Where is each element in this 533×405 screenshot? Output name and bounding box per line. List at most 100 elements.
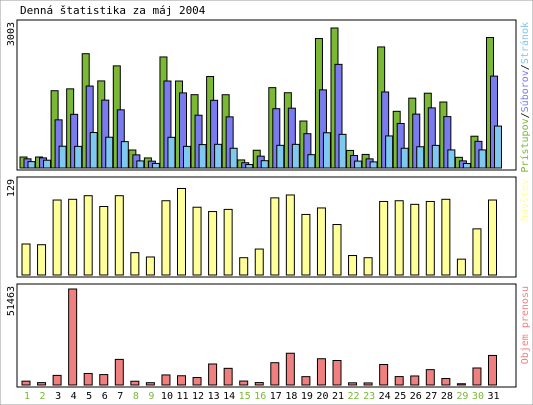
legend-part-1: / <box>520 112 531 118</box>
day-label-19: 19 <box>301 391 313 402</box>
bar-stránok-day-18 <box>291 143 300 169</box>
day-label-23: 23 <box>363 391 375 402</box>
day-label-14: 14 <box>223 391 235 402</box>
day-label-12: 12 <box>192 391 204 402</box>
bar-stránok-day-12 <box>198 144 207 169</box>
bar-visits-day-11 <box>177 187 186 276</box>
day-label-28: 28 <box>441 391 453 402</box>
bar-kbytes-day-27 <box>425 369 435 386</box>
day-label-9: 9 <box>148 391 154 402</box>
day-label-22: 22 <box>348 391 360 402</box>
bar-visits-day-22 <box>348 255 358 276</box>
bar-stránok-day-15 <box>245 164 254 169</box>
bar-kbytes-day-12 <box>192 377 202 386</box>
bar-visits-day-21 <box>332 224 342 276</box>
legend-part-2: Súborov <box>519 70 531 112</box>
bar-visits-day-27 <box>425 200 435 276</box>
day-label-29: 29 <box>456 391 468 402</box>
bar-kbytes-day-9 <box>145 382 155 386</box>
bar-visits-day-7 <box>114 195 124 276</box>
bar-kbytes-day-6 <box>99 374 109 386</box>
bar-stránok-day-1 <box>27 161 36 169</box>
panel-frame-2 <box>16 176 517 278</box>
bar-stránok-day-8 <box>136 160 145 169</box>
panel-frame-1 <box>16 19 517 171</box>
bar-visits-day-28 <box>441 198 451 276</box>
bar-visits-day-18 <box>285 194 295 276</box>
day-label-1: 1 <box>24 391 30 402</box>
day-label-8: 8 <box>133 391 139 402</box>
bar-visits-day-29 <box>456 258 466 276</box>
bar-kbytes-day-24 <box>379 364 389 386</box>
day-label-25: 25 <box>394 391 406 402</box>
day-label-20: 20 <box>316 391 328 402</box>
day-label-5: 5 <box>86 391 92 402</box>
bar-visits-day-9 <box>145 256 155 276</box>
bar-visits-day-17 <box>270 197 280 276</box>
bar-kbytes-day-31 <box>488 354 497 386</box>
bar-kbytes-day-22 <box>348 382 358 386</box>
bar-stránok-day-30 <box>478 149 487 169</box>
day-label-15: 15 <box>239 391 251 402</box>
panel2-legend: Návštev <box>519 179 531 221</box>
bar-stránok-day-27 <box>431 144 440 169</box>
panel1-ymax-label: 3003 <box>6 22 17 46</box>
bar-visits-day-20 <box>316 207 326 276</box>
bar-stránok-day-10 <box>167 136 176 169</box>
bar-visits-day-25 <box>394 200 404 276</box>
bar-stránok-day-3 <box>58 145 67 169</box>
day-label-7: 7 <box>117 391 123 402</box>
day-label-2: 2 <box>40 391 46 402</box>
bar-stránok-day-13 <box>214 143 223 169</box>
bar-visits-day-10 <box>161 200 171 276</box>
bar-kbytes-day-13 <box>208 363 218 386</box>
bar-visits-day-24 <box>379 200 389 276</box>
bar-kbytes-day-14 <box>223 367 233 386</box>
bar-stránok-day-19 <box>307 154 316 169</box>
bar-visits-day-2 <box>37 244 47 276</box>
bar-kbytes-day-19 <box>301 376 311 386</box>
panel3-ymax-label: 51463 <box>6 286 17 316</box>
bar-stránok-day-26 <box>416 146 425 169</box>
bar-visits-day-1 <box>21 243 31 276</box>
bar-stránok-day-21 <box>338 133 347 169</box>
bar-stránok-day-2 <box>43 159 52 169</box>
bar-visits-day-23 <box>363 257 373 276</box>
bar-kbytes-day-21 <box>332 360 342 386</box>
panel1-legend: Prístupov/Súborov/Stránok <box>519 22 531 173</box>
bar-kbytes-day-3 <box>52 374 62 386</box>
day-label-27: 27 <box>425 391 437 402</box>
legend-part-4: Stránok <box>519 22 531 64</box>
bar-kbytes-day-17 <box>270 362 280 386</box>
bar-kbytes-day-1 <box>21 380 31 386</box>
bar-stránok-day-23 <box>369 161 378 169</box>
bar-stránok-day-24 <box>385 135 394 169</box>
bar-kbytes-day-23 <box>363 382 373 386</box>
legend-part-3: / <box>520 64 531 70</box>
bar-kbytes-day-5 <box>83 372 93 386</box>
bar-stránok-day-22 <box>354 160 363 169</box>
bar-visits-day-26 <box>410 203 420 276</box>
bar-kbytes-day-30 <box>472 367 482 386</box>
day-label-11: 11 <box>176 391 188 402</box>
bar-visits-day-8 <box>130 252 140 276</box>
bar-visits-day-3 <box>52 199 62 276</box>
chart-title: Denná štatistika za máj 2004 <box>20 4 206 17</box>
day-label-6: 6 <box>102 391 108 402</box>
bar-visits-day-30 <box>472 228 482 276</box>
day-label-31: 31 <box>487 391 499 402</box>
day-label-26: 26 <box>410 391 422 402</box>
day-label-10: 10 <box>161 391 173 402</box>
legend-part-0: Prístupov <box>519 118 531 172</box>
panel-frame-3 <box>16 283 517 388</box>
bar-kbytes-day-15 <box>239 380 249 386</box>
bar-visits-day-14 <box>223 208 233 276</box>
bar-visits-day-31 <box>488 199 497 276</box>
day-label-24: 24 <box>379 391 391 402</box>
bar-visits-day-19 <box>301 213 311 276</box>
bar-stránok-day-6 <box>105 136 114 169</box>
bar-kbytes-day-20 <box>316 358 326 386</box>
bar-kbytes-day-10 <box>161 374 171 386</box>
bar-kbytes-day-7 <box>114 358 124 386</box>
